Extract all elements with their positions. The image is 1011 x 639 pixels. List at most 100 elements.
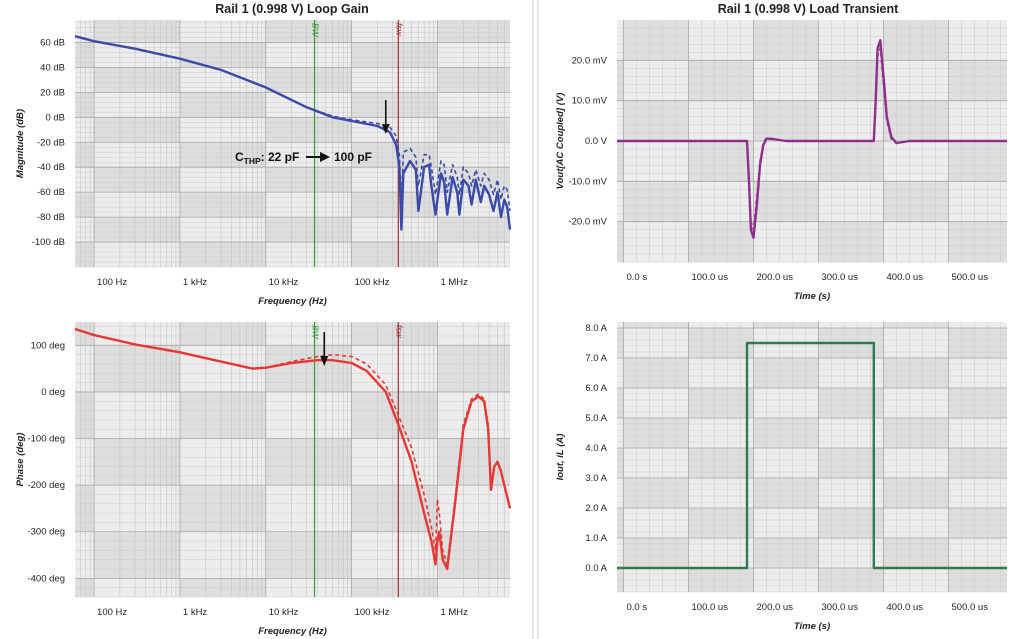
- iout-chart: 0.0 s 100.0 us 200.0 us 300.0 us 400.0 us 500…: [555, 322, 1007, 632]
- phase-y-tick-label: -300 deg: [27, 527, 65, 538]
- iout-grid-band: [617, 322, 624, 328]
- mag-grid-band: [265, 92, 352, 118]
- vout-grid-band: [948, 141, 1007, 182]
- phase-y-tick-label: -200 deg: [27, 480, 65, 491]
- iout-grid-band: [688, 358, 754, 388]
- mag-grid-band: [94, 192, 180, 218]
- mag-grid-band: [75, 117, 95, 143]
- iout-x-tick-label: 200.0 us: [757, 602, 794, 613]
- mag-y-tick-label: 20 dB: [40, 87, 65, 98]
- mag-grid-band: [351, 242, 438, 267]
- mag-grid-band: [437, 42, 510, 68]
- phase-grid-band: [75, 531, 95, 579]
- vout-grid-band: [818, 141, 884, 182]
- iout-y-tick-label: 4.0 A: [585, 443, 607, 454]
- phase-grid-band: [75, 438, 95, 486]
- iout-y-axis-label: Iout, iL (A): [555, 434, 566, 481]
- mag-grid-band: [179, 117, 266, 143]
- mag-grid-band: [75, 242, 95, 267]
- mag-grid-band: [75, 42, 95, 68]
- cthp-arrow-head: [320, 152, 330, 162]
- mag-grid-band: [351, 20, 438, 43]
- mag-grid-band: [351, 42, 438, 68]
- vout-grid-band: [883, 221, 949, 262]
- vout-grid-band: [883, 100, 949, 141]
- cthp-to-value: 100 pF: [334, 150, 372, 164]
- cthp-annotation: CTHP: 22 pF 100 pF: [235, 150, 372, 166]
- vout-grid-band: [617, 221, 624, 262]
- mag-x-axis-label: Frequency (Hz): [258, 296, 327, 307]
- phase-grid-band: [351, 322, 438, 346]
- mag-y-tick-label: 40 dB: [40, 62, 65, 73]
- iout-grid-band: [753, 478, 819, 508]
- iout-grid-band: [883, 328, 949, 358]
- phase-arrow-head: [320, 356, 329, 366]
- bw-marker-label: BW: [311, 325, 321, 340]
- vout-grid-band: [948, 60, 1007, 101]
- mag-grid-band: [179, 142, 266, 168]
- vout-x-tick-label: 300.0 us: [822, 272, 859, 283]
- phase-grid-band: [351, 485, 438, 532]
- vout-grid-band: [623, 60, 689, 101]
- phase-x-tick-label: 10 kHz: [269, 607, 299, 618]
- iout-grid-band: [688, 418, 754, 448]
- iout-grid-band: [623, 448, 689, 478]
- iout-grid-band: [818, 322, 884, 328]
- iout-grid-band: [623, 418, 689, 448]
- vout-grid-band: [948, 20, 1007, 61]
- vout-grid-band: [753, 60, 819, 101]
- iout-grid-band: [623, 478, 689, 508]
- phase-grid-band: [351, 531, 438, 579]
- phase-grid-band: [75, 322, 95, 346]
- iout-grid-band: [883, 418, 949, 448]
- mag-y-tick-label: 0 dB: [45, 112, 65, 123]
- vout-grid-band: [883, 141, 949, 182]
- iout-grid-band: [623, 538, 689, 568]
- vout-grid-band: [617, 60, 624, 101]
- mag-grid-band: [75, 217, 95, 243]
- iout-y-tick-label: 2.0 A: [585, 503, 607, 514]
- vout-x-tick-label: 500.0 us: [952, 272, 989, 283]
- iout-series-dashed: [617, 342, 1007, 569]
- phase-grid-band: [179, 391, 266, 439]
- vout-grid-band: [688, 60, 754, 101]
- mag-grid-band: [437, 142, 510, 168]
- mag-grid-band: [437, 117, 510, 143]
- vout-grid-band: [688, 221, 754, 262]
- iout-grid-band: [753, 322, 819, 328]
- vout-grid-band: [623, 141, 689, 182]
- mag-grid-band: [265, 242, 352, 267]
- iout-grid-band: [688, 322, 754, 328]
- mag-grid-band: [94, 142, 180, 168]
- vout-grid-band: [623, 20, 689, 61]
- mag-y-tick-label: -40 dB: [37, 162, 65, 173]
- phase-y-tick-label: -100 deg: [27, 434, 65, 445]
- phase-grid-band: [265, 485, 352, 532]
- phase-x-tick-label: 1 kHz: [183, 607, 208, 618]
- mag-y-tick-label: -60 dB: [37, 187, 65, 198]
- phase-grid-band: [75, 345, 95, 392]
- mag-series-dashed: [74, 35, 511, 212]
- mag-x-tick-label: 1 MHz: [440, 277, 468, 288]
- vout-grid-band: [623, 100, 689, 141]
- vout-x-tick-label: 200.0 us: [757, 272, 794, 283]
- vout-grid-band: [688, 181, 754, 222]
- phase-x-tick-label: 100 kHz: [355, 607, 390, 618]
- loop-gain-title: Rail 1 (0.998 V) Loop Gain: [215, 2, 369, 16]
- mag-grid-band: [94, 117, 180, 143]
- phase-grid-band: [265, 531, 352, 579]
- iout-grid-band: [948, 478, 1007, 508]
- iout-grid-band: [948, 322, 1007, 328]
- phase-grid-band: [179, 322, 266, 346]
- mag-grid-band: [75, 167, 95, 193]
- iout-y-tick-label: 1.0 A: [585, 533, 607, 544]
- vout-y-tick-label: 10.0 mV: [572, 96, 608, 107]
- vout-grid-band: [623, 221, 689, 262]
- vout-grid-band: [688, 141, 754, 182]
- iout-grid-band: [883, 508, 949, 538]
- bw-marker-label: BW: [311, 23, 321, 38]
- phase-y-tick-label: 0 deg: [41, 387, 65, 398]
- mag-grid-band: [94, 167, 180, 193]
- vout-grid-band: [948, 100, 1007, 141]
- iout-x-tick-label: 0.0 s: [627, 602, 648, 613]
